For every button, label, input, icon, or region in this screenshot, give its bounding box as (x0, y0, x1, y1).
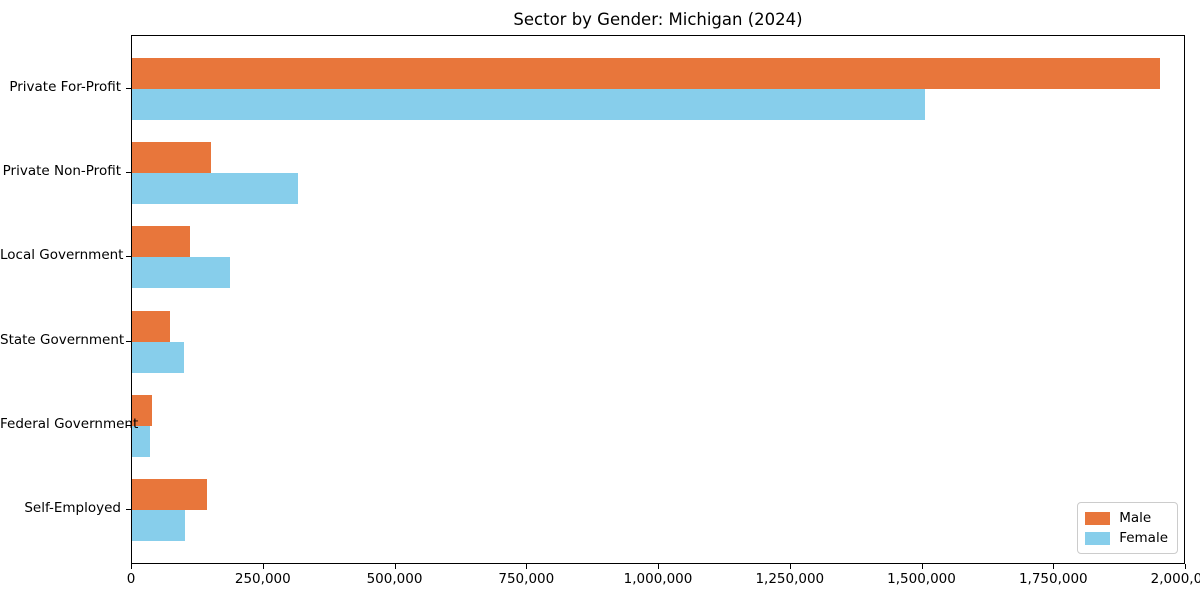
x-tick-label-1: 250,000 (234, 571, 291, 587)
y-tick-state-government (126, 340, 131, 342)
bar-male-self-employed (132, 479, 207, 510)
x-tick-label-3: 750,000 (498, 571, 555, 587)
y-label-local-government: Local Government (0, 247, 124, 264)
x-tick-label-8: 2,000,000 (1150, 571, 1200, 587)
plot-area: Male Female (131, 35, 1185, 564)
x-tick-8 (1185, 564, 1186, 569)
legend-swatch-female (1085, 531, 1111, 545)
x-tick-1 (262, 564, 264, 569)
x-tick-label-7: 1,750,000 (1018, 571, 1088, 587)
bar-female-local-government (132, 257, 230, 289)
x-tick-6 (921, 564, 923, 569)
x-tick-label-6: 1,500,000 (887, 571, 956, 587)
y-tick-local-government (126, 256, 131, 258)
bar-male-private-non-profit (132, 142, 211, 174)
y-label-self-employed: Self-Employed (24, 500, 121, 516)
x-tick-4 (658, 564, 659, 569)
bar-female-state-government (132, 341, 184, 373)
bar-male-local-government (132, 226, 190, 258)
x-tick-3 (526, 564, 528, 569)
bar-male-state-government (132, 310, 170, 342)
legend-label-female: Female (1119, 530, 1168, 546)
legend-swatch-male (1085, 511, 1111, 525)
bar-male-private-for-profit (132, 58, 1160, 89)
legend-entry-male: Male (1085, 508, 1168, 528)
y-label-private-non-profit: Private Non-Profit (2, 163, 121, 180)
x-tick-0 (131, 564, 132, 569)
bar-female-private-for-profit (132, 89, 926, 120)
legend-entry-female: Female (1085, 528, 1168, 548)
y-tick-private-for-profit (126, 88, 131, 89)
x-tick-5 (789, 564, 791, 569)
x-tick-2 (394, 564, 396, 569)
y-label-private-for-profit: Private For-Profit (9, 79, 121, 95)
y-label-federal-government: Federal Government (0, 415, 139, 432)
bar-female-self-employed (132, 510, 185, 541)
bar-female-federal-government (132, 425, 151, 457)
x-tick-label-2: 500,000 (366, 571, 423, 587)
y-label-state-government: State Government (0, 331, 125, 348)
x-tick-label-0: 0 (126, 571, 136, 587)
x-tick-label-5: 1,250,000 (755, 571, 825, 587)
y-tick-self-employed (126, 509, 131, 510)
x-tick-label-4: 1,000,000 (623, 571, 693, 587)
y-tick-private-non-profit (126, 172, 131, 174)
x-tick-7 (1053, 564, 1055, 569)
bar-female-private-non-profit (132, 173, 298, 205)
y-tick-federal-government (126, 424, 131, 426)
legend-label-male: Male (1119, 510, 1152, 526)
chart-title: Sector by Gender: Michigan (2024) (513, 10, 803, 29)
bar-male-federal-government (132, 394, 152, 426)
legend: Male Female (1077, 502, 1178, 554)
